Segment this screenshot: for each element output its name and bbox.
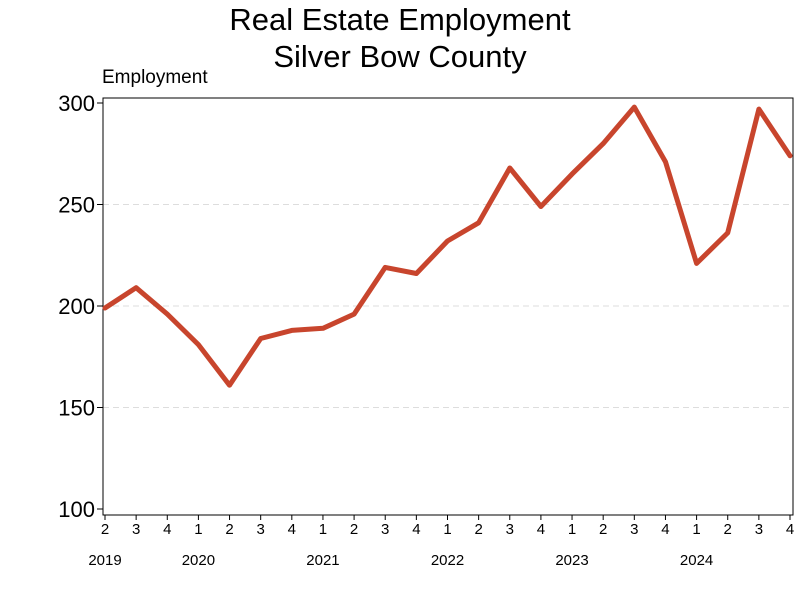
data-point	[538, 204, 544, 209]
x-year-label: 2022	[431, 552, 464, 569]
y-tick-label: 250	[58, 193, 95, 218]
x-tick-label: 3	[506, 521, 514, 538]
x-year-label: 2023	[555, 552, 588, 569]
data-point	[102, 305, 108, 311]
x-tick-label: 2	[350, 521, 358, 538]
chart-subtitle: Silver Bow County	[273, 39, 527, 74]
data-point	[258, 336, 263, 341]
y-tick-label: 200	[58, 294, 95, 319]
x-tick-label: 3	[755, 521, 763, 538]
x-tick-label: 4	[412, 521, 420, 538]
data-point	[663, 159, 668, 165]
data-point	[632, 104, 637, 110]
data-point	[756, 106, 762, 112]
x-tick-label: 1	[443, 521, 451, 538]
data-point	[227, 382, 232, 388]
data-point	[476, 220, 481, 225]
x-tick-label: 3	[381, 521, 389, 538]
data-point	[289, 328, 295, 333]
data-point	[414, 271, 419, 276]
x-tick-label: 2	[474, 521, 482, 538]
x-tick-label: 4	[288, 521, 296, 538]
y-tick-label: 300	[58, 91, 95, 116]
x-tick-label: 4	[537, 521, 545, 538]
data-point	[165, 311, 170, 317]
data-point	[507, 165, 512, 171]
x-tick-label: 3	[630, 521, 638, 538]
x-tick-label: 2	[724, 521, 732, 538]
data-point	[196, 342, 201, 347]
x-tick-label: 1	[568, 521, 576, 538]
data-point	[383, 265, 388, 270]
x-year-label: 2021	[306, 552, 339, 569]
chart-title: Real Estate Employment	[229, 2, 571, 37]
data-point	[787, 153, 793, 158]
x-year-label: 2019	[88, 552, 121, 569]
data-point	[569, 171, 575, 177]
x-tick-label: 2	[101, 521, 109, 538]
data-point	[133, 285, 139, 290]
data-point	[600, 141, 606, 146]
x-year-label: 2020	[182, 552, 215, 569]
x-tick-label: 2	[225, 521, 233, 538]
y-axis-label: Employment	[102, 67, 208, 88]
data-point	[351, 311, 357, 317]
x-axis: 2 2019 3 4 1 2020 2 3 4 1 2021 2 3 4 1 2022 2 3 4 1 2023 2 3 4 1…	[88, 515, 794, 569]
x-tick-label: 4	[661, 521, 669, 538]
x-tick-label: 2	[599, 521, 607, 538]
x-tick-label: 1	[692, 521, 700, 538]
x-tick-label: 3	[132, 521, 140, 538]
data-point	[725, 230, 730, 236]
series-group	[102, 104, 793, 388]
x-tick-label: 4	[786, 521, 794, 538]
x-tick-label: 4	[163, 521, 171, 538]
x-tick-label: 3	[257, 521, 265, 538]
data-point	[694, 261, 699, 266]
data-point	[445, 238, 450, 244]
y-tick-label: 100	[58, 497, 95, 522]
x-tick-label: 1	[194, 521, 202, 538]
x-year-label: 2024	[680, 552, 713, 569]
y-axis: 100 150 200 250 300	[58, 91, 103, 522]
y-tick-label: 150	[58, 396, 95, 421]
x-tick-label: 1	[319, 521, 327, 538]
series-line	[102, 104, 793, 388]
data-point	[320, 326, 326, 331]
